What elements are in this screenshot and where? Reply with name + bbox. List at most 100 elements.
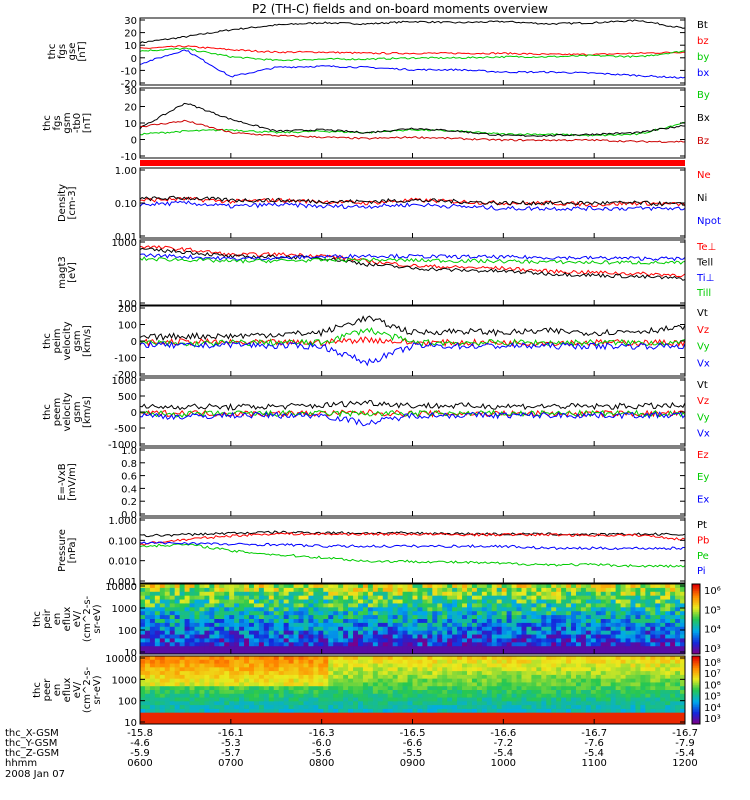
spectrogram-cell [620, 646, 627, 651]
spectrogram-cell [253, 705, 260, 710]
spectrogram-cell [610, 678, 617, 683]
spectrogram-cell [343, 674, 349, 680]
spectrogram-cell [506, 650, 513, 655]
spectrogram-cell [442, 611, 448, 616]
spectrogram-cell [561, 595, 567, 601]
spectrogram-cell [140, 708, 146, 714]
spectrogram-cell [209, 656, 215, 661]
spectrogram-cell [655, 720, 661, 725]
spectrogram-cell [372, 646, 379, 651]
spectrogram-cell [650, 595, 656, 601]
spectrogram-cell [625, 646, 631, 651]
spectrogram-cell [263, 611, 270, 616]
spectrogram-cell [382, 599, 389, 604]
spectrogram-cell [521, 587, 527, 593]
spectrogram-cell [595, 682, 602, 687]
spectrogram-cell [144, 587, 151, 593]
xaxis-value: -7.6 [584, 738, 604, 749]
colorbar-swatch [692, 671, 700, 674]
spectrogram-cell [462, 599, 468, 604]
spectrogram-cell [496, 701, 503, 706]
spectrogram-cell [338, 587, 344, 593]
spectrogram-cell [600, 595, 607, 601]
spectrogram-cell [590, 591, 597, 597]
spectrogram-cell [630, 708, 636, 714]
spectrogram-cell [318, 682, 324, 687]
y-tick-label: 10 [124, 718, 137, 729]
series-line-vt [139, 399, 686, 412]
spectrogram-cell [580, 705, 587, 710]
spectrogram-cell [645, 603, 651, 608]
spectrogram-cell [471, 615, 478, 620]
spectrogram-cell [278, 678, 285, 683]
spectrogram-cell [318, 708, 324, 714]
y-tick-label: 20 [124, 29, 137, 40]
spectrogram-cell [348, 716, 354, 721]
spectrogram-cell [427, 619, 433, 624]
spectrogram-cell [273, 712, 280, 717]
spectrogram-cell [486, 708, 493, 714]
spectrogram-cell [561, 646, 567, 651]
spectrogram-cell [566, 667, 572, 672]
spectrogram-cell [367, 716, 374, 721]
spectrogram-cell [516, 619, 522, 624]
spectrogram-cell [655, 705, 661, 710]
y-tick-label: 0.2 [121, 497, 137, 508]
spectrogram-cell [422, 693, 428, 699]
spectrogram-cell [263, 712, 270, 717]
spectrogram-cell [387, 591, 394, 597]
spectrogram-cell [412, 650, 418, 655]
spectrogram-cell [501, 591, 508, 597]
spectrogram-cell [580, 716, 587, 721]
spectrogram-cell [566, 686, 572, 691]
spectrogram-cell [471, 686, 478, 691]
spectrogram-cell [209, 674, 215, 680]
spectrogram-cell [452, 682, 458, 687]
spectrogram-cell [546, 690, 552, 695]
spectrogram-cell [343, 701, 349, 706]
spectrogram-cell [397, 659, 404, 665]
spectrogram-cell [536, 591, 542, 597]
spectrogram-cell [556, 595, 562, 601]
spectrogram-cell [442, 584, 448, 589]
ylabel-line: Pressure [57, 529, 68, 572]
spectrogram-cell [338, 638, 344, 643]
spectrogram-cell [263, 615, 270, 620]
spectrogram-cell [600, 587, 607, 593]
spectrogram-cell [199, 671, 205, 676]
spectrogram-cell [382, 708, 389, 714]
spectrogram-cell [293, 697, 300, 702]
spectrogram-cell [199, 622, 205, 628]
xaxis-value: -6.0 [312, 738, 332, 749]
legend-label: Bt [697, 20, 708, 31]
spectrogram-cell [670, 697, 676, 702]
spectrogram-cell [566, 599, 572, 604]
spectrogram-cell [219, 712, 225, 717]
spectrogram-cell [149, 591, 156, 597]
spectrogram-cell [377, 682, 384, 687]
spectrogram-cell [353, 611, 359, 616]
spectrogram-cell [680, 686, 686, 691]
spectrogram-cell [566, 622, 572, 628]
spectrogram-cell [422, 607, 428, 612]
spectrogram-cell [318, 716, 324, 721]
spectrogram-cell [486, 591, 493, 597]
spectrogram-cell [179, 607, 186, 612]
spectrogram-cell [491, 603, 498, 608]
colorbar-swatch [692, 686, 700, 689]
spectrogram-cell [457, 674, 463, 680]
spectrogram-cell [377, 584, 384, 589]
spectrogram-cell [224, 705, 230, 710]
y-tick-label: 10 [124, 119, 137, 130]
spectrogram-cell [328, 634, 334, 639]
spectrogram-cell [580, 686, 587, 691]
spectrogram-cell [194, 678, 200, 683]
spectrogram-cell [605, 619, 612, 624]
spectrogram-cell [556, 607, 562, 612]
spectrogram-cell [194, 705, 200, 710]
spectrogram-cell [249, 663, 255, 668]
spectrogram-cell [481, 591, 488, 597]
spectrogram-cell [655, 595, 661, 601]
spectrogram-cell [219, 646, 225, 651]
